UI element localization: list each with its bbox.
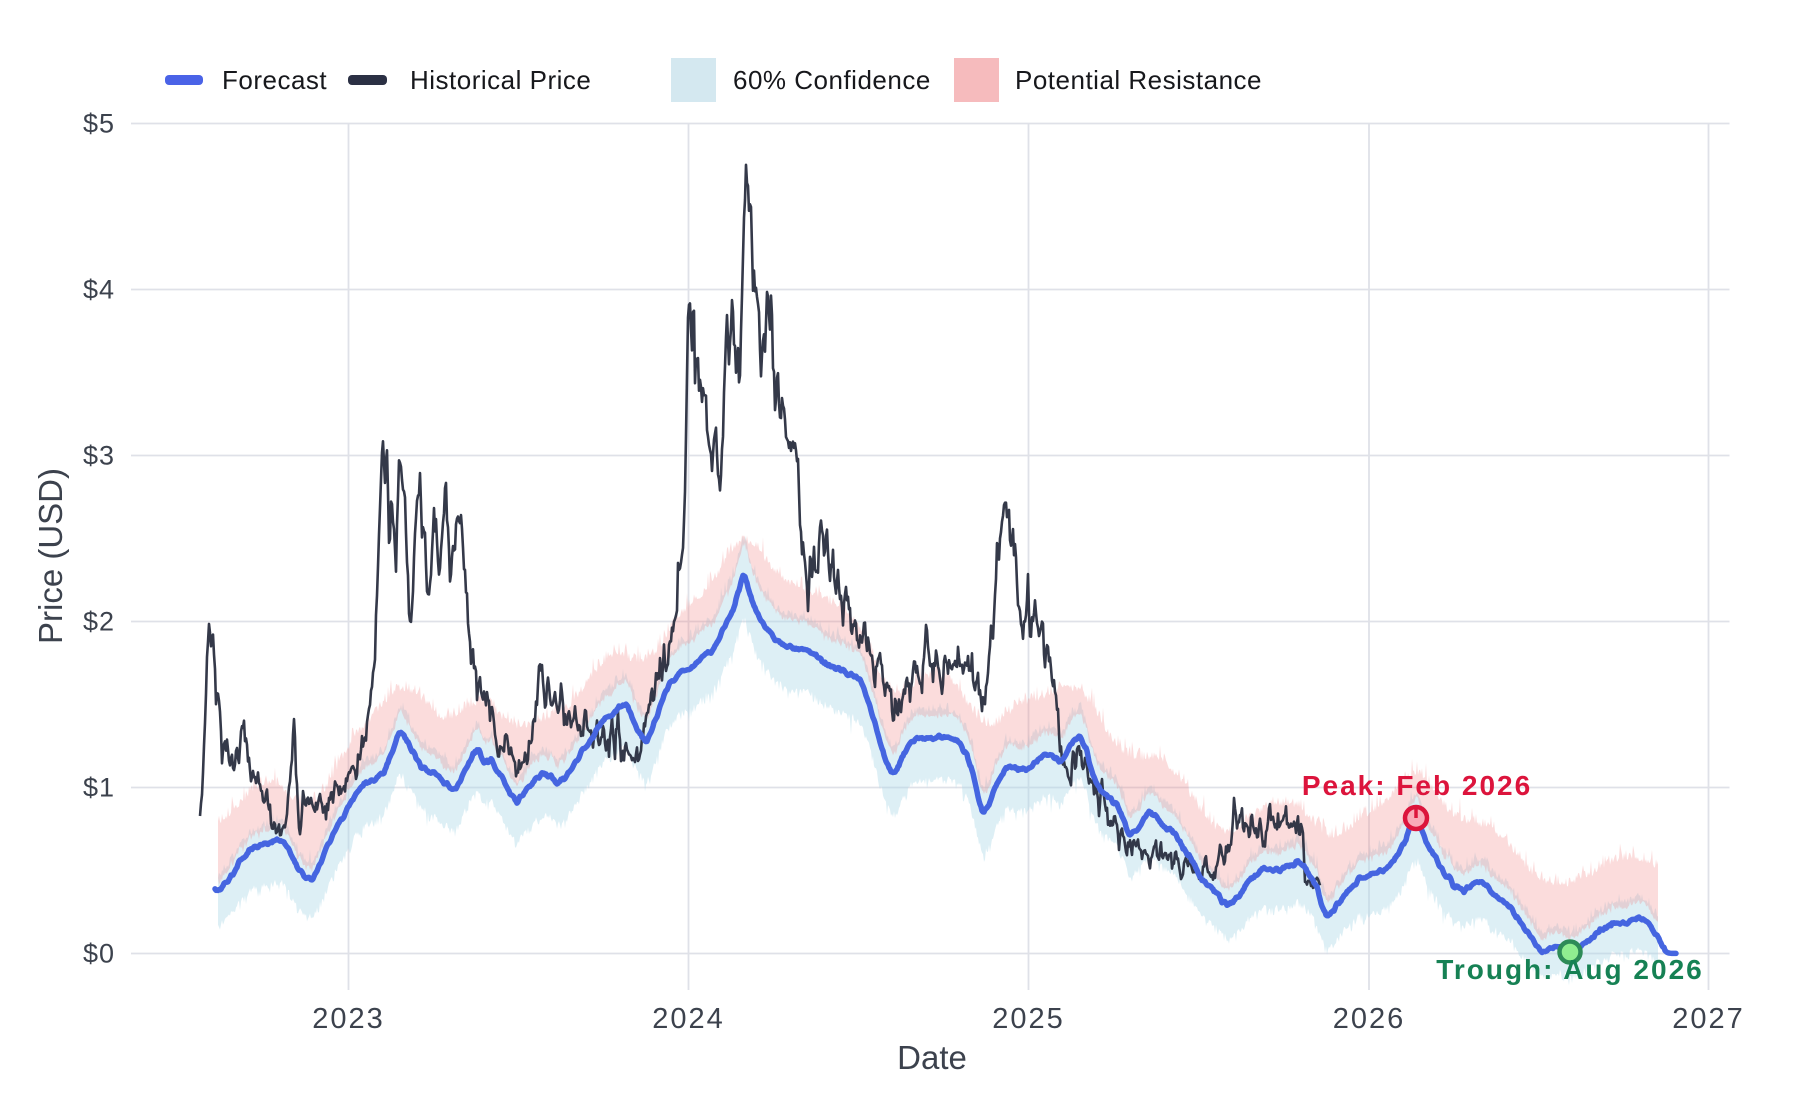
svg-text:Peak: Feb 2026: Peak: Feb 2026: [1302, 770, 1532, 801]
svg-text:Date: Date: [897, 1039, 967, 1076]
svg-text:$5: $5: [83, 109, 115, 139]
svg-text:Trough: Aug 2026: Trough: Aug 2026: [1436, 954, 1703, 985]
svg-text:Historical Price: Historical Price: [410, 65, 591, 95]
svg-text:$3: $3: [83, 441, 115, 471]
svg-text:2023: 2023: [312, 1003, 385, 1035]
svg-text:2025: 2025: [992, 1003, 1065, 1035]
svg-text:2024: 2024: [652, 1003, 725, 1035]
svg-text:Potential Resistance: Potential Resistance: [1015, 65, 1262, 95]
svg-text:Price (USD): Price (USD): [32, 468, 69, 644]
svg-text:2027: 2027: [1672, 1003, 1745, 1035]
svg-text:60% Confidence: 60% Confidence: [733, 65, 931, 95]
svg-text:$1: $1: [83, 773, 115, 803]
svg-text:$2: $2: [83, 607, 115, 637]
svg-text:$0: $0: [83, 939, 115, 969]
svg-text:Forecast: Forecast: [222, 65, 327, 95]
svg-text:2026: 2026: [1333, 1003, 1406, 1035]
svg-text:$4: $4: [83, 275, 115, 305]
